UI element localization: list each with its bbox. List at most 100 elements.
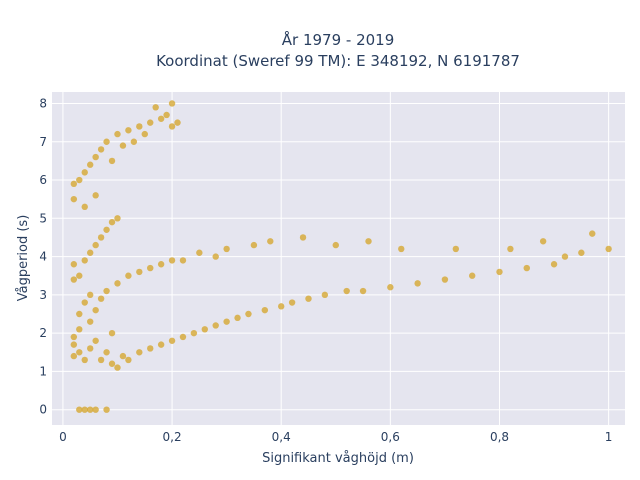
grid-layer <box>52 92 625 425</box>
chart-title: År 1979 - 2019 <box>282 30 395 49</box>
scatter-point <box>245 310 252 318</box>
scatter-point <box>168 257 176 264</box>
y-tick-label: 3 <box>39 288 47 302</box>
scatter-point <box>523 264 530 272</box>
scatter-point <box>119 352 127 360</box>
scatter-point <box>114 280 121 287</box>
scatter-point <box>136 123 143 130</box>
y-tick-label: 1 <box>39 364 47 378</box>
scatter-point <box>114 130 121 138</box>
scatter-point <box>152 104 159 111</box>
scatter-point <box>87 161 94 168</box>
scatter-point <box>125 356 132 364</box>
scatter-point <box>359 287 367 295</box>
scatter-point <box>267 238 274 245</box>
scatter-point <box>81 406 88 413</box>
scatter-point <box>103 349 110 356</box>
scatter-point <box>398 245 405 253</box>
scatter-point <box>76 406 83 413</box>
scatter-point <box>70 333 78 341</box>
scatter-point <box>70 195 78 203</box>
scatter-point <box>605 245 612 253</box>
points-layer <box>70 100 612 413</box>
scatter-point <box>76 326 83 333</box>
x-axis-title: Signifikant våghöjd (m) <box>262 451 414 466</box>
scatter-point <box>108 360 116 367</box>
y-tick-label: 5 <box>39 211 47 225</box>
scatter-point <box>92 153 99 161</box>
scatter-point <box>103 226 110 233</box>
scatter-point <box>114 364 121 371</box>
scatter-point <box>250 241 258 249</box>
scatter-point <box>168 100 176 107</box>
scatter-point <box>97 295 105 302</box>
scatter-point <box>81 299 88 306</box>
scatter-point <box>76 310 83 318</box>
scatter-point <box>70 352 78 360</box>
scatter-point <box>114 215 121 222</box>
x-tick-label: 0,4 <box>272 430 291 444</box>
scatter-point <box>539 238 547 245</box>
scatter-point <box>365 238 372 245</box>
scatter-point <box>108 329 116 337</box>
scatter-point <box>157 261 165 268</box>
x-tick-label: 1 <box>605 430 613 444</box>
y-tick-label: 8 <box>39 96 47 110</box>
scatter-point <box>97 234 105 241</box>
scatter-point <box>343 287 350 295</box>
scatter-point <box>387 284 394 291</box>
scatter-point <box>578 249 585 256</box>
y-tick-label: 2 <box>39 326 47 340</box>
x-tick-label: 0,8 <box>490 430 509 444</box>
y-axis-title: Vågperiod (s) <box>16 215 31 302</box>
scatter-point <box>147 345 154 352</box>
scatter-point <box>168 337 176 344</box>
scatter-point <box>305 295 312 302</box>
scatter-point <box>278 303 285 310</box>
scatter-point <box>81 203 88 211</box>
scatter-point <box>97 146 105 153</box>
scatter-point <box>141 130 148 138</box>
scatter-point <box>321 291 329 299</box>
scatter-point <box>223 245 230 253</box>
scatter-point <box>147 264 154 272</box>
scatter-point <box>136 349 143 356</box>
scatter-point <box>179 333 187 341</box>
scatter-point <box>157 115 165 122</box>
scatter-point <box>97 356 105 364</box>
scatter-point <box>70 276 78 283</box>
scatter-point <box>70 180 78 188</box>
scatter-point <box>174 119 181 126</box>
scatter-point <box>496 268 503 276</box>
scatter-point <box>103 287 110 295</box>
x-tick-label: 0 <box>59 430 67 444</box>
scatter-point <box>441 276 449 283</box>
scatter-point <box>212 322 219 329</box>
y-tick-label: 4 <box>39 250 47 264</box>
scatter-point <box>212 253 219 260</box>
scatter-point <box>414 280 421 287</box>
y-tick-label: 7 <box>39 135 47 149</box>
scatter-point <box>87 249 94 256</box>
scatter-point <box>157 341 165 348</box>
scatter-point <box>190 329 198 337</box>
scatter-point <box>81 356 88 364</box>
scatter-point <box>261 306 269 314</box>
scatter-point <box>87 318 94 325</box>
scatter-point <box>550 261 558 268</box>
scatter-point <box>561 253 569 260</box>
scatter-point <box>288 299 296 306</box>
x-tick-label: 0,2 <box>163 430 182 444</box>
scatter-point <box>196 249 203 256</box>
scatter-point <box>76 272 83 279</box>
scatter-point <box>87 291 94 299</box>
scatter-point <box>234 314 241 322</box>
scatter-point <box>163 111 170 119</box>
tick-layer: 0 0,2 0,4 0,6 0,8 1 0 1 2 3 4 5 6 7 8 <box>39 96 612 444</box>
scatter-point <box>507 245 514 253</box>
plot-background <box>52 92 625 425</box>
scatter-point <box>201 326 208 333</box>
chart-subtitle: Koordinat (Sweref 99 TM): E 348192, N 61… <box>156 52 520 70</box>
scatter-point <box>589 230 596 237</box>
